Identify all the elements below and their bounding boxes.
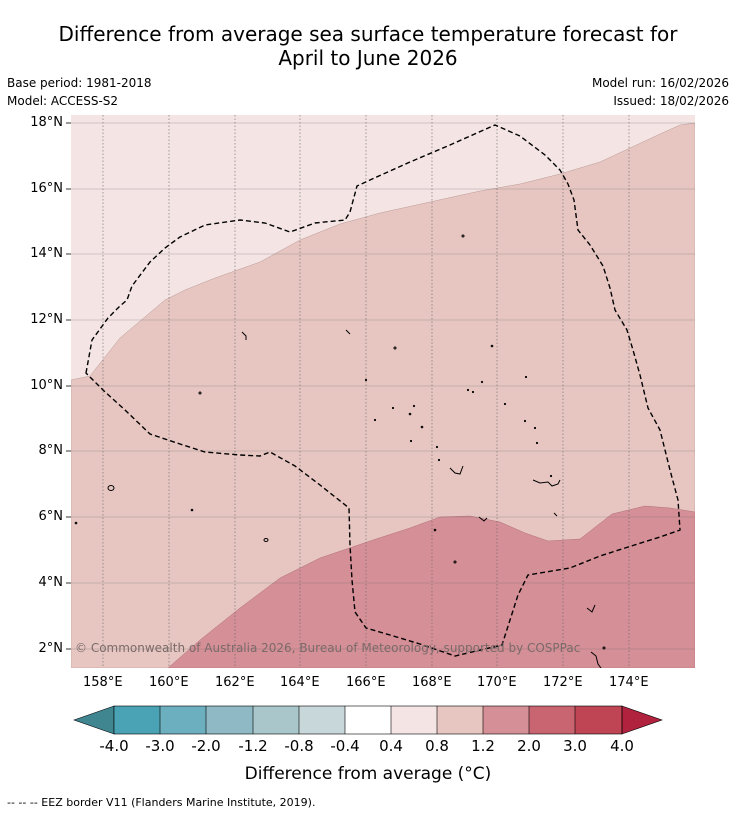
lat-label: 8°N [38, 443, 64, 458]
lon-label: 158°E [83, 675, 123, 690]
lon-label: 166°E [346, 675, 386, 690]
colorbar-label: 0.8 [425, 737, 449, 755]
issued-date: Issued: 18/02/2026 [613, 94, 729, 108]
footer-note: -- -- -- EEZ border V11 (Flanders Marine… [7, 796, 316, 809]
title-line-2: April to June 2026 [278, 46, 458, 70]
colorbar-label: -4.0 [99, 737, 129, 755]
colorbar-label: 1.2 [471, 737, 495, 755]
colorbar-label: -2.0 [191, 737, 221, 755]
colorbar-label: -3.0 [145, 737, 175, 755]
model-name: Model: ACCESS-S2 [7, 94, 119, 108]
axis-ticks [66, 122, 71, 650]
lon-label: 160°E [149, 675, 189, 690]
colorbar-label: 0.4 [379, 737, 403, 755]
colorbar-label: 2.0 [517, 737, 541, 755]
band-0.8-1.2 [71, 122, 695, 668]
colorbar-label: 4.0 [610, 737, 634, 755]
model-run: Model run: 16/02/2026 [591, 76, 729, 90]
map-title: Difference from average sea surface temp… [0, 22, 736, 70]
colorbar-label: -0.8 [284, 737, 314, 755]
meta-left: Base period: 1981-2018 Model: ACCESS-S2 [7, 74, 152, 110]
copyright-text: © Commonwealth of Australia 2026, Bureau… [75, 641, 581, 655]
colorbar-title: Difference from average (°C) [244, 764, 492, 784]
lat-label: 14°N [30, 246, 63, 261]
map-area [71, 115, 695, 668]
islands [74, 234, 606, 668]
grid-lines [71, 115, 695, 668]
colorbar-extend-high [621, 705, 663, 735]
colorbar [73, 705, 663, 735]
title-line-1: Difference from average sea surface temp… [58, 22, 678, 46]
lat-label: 4°N [38, 575, 64, 590]
lon-label: 168°E [412, 675, 452, 690]
meta-right: Model run: 16/02/2026 Issued: 18/02/2026 [592, 74, 729, 110]
colorbar-label: -0.4 [330, 737, 360, 755]
lat-label: 10°N [30, 378, 63, 393]
lon-label: 170°E [477, 675, 517, 690]
lat-label: 12°N [30, 312, 63, 327]
lon-label: 162°E [215, 675, 255, 690]
colorbar-extend-low [73, 705, 115, 735]
colorbar-label: 3.0 [563, 737, 587, 755]
eez-border [85, 124, 681, 657]
lon-label: 164°E [280, 675, 320, 690]
lon-label: 172°E [543, 675, 583, 690]
lon-label: 174°E [609, 675, 649, 690]
lat-label: 16°N [30, 181, 63, 196]
lat-label: 18°N [30, 115, 63, 130]
lat-label: 2°N [38, 641, 64, 656]
base-period: Base period: 1981-2018 [7, 76, 152, 90]
lat-label: 6°N [38, 509, 64, 524]
colorbar-label: -1.2 [238, 737, 268, 755]
